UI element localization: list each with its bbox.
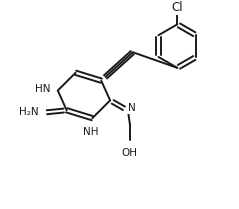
Text: Cl: Cl <box>171 1 183 14</box>
Text: HN: HN <box>35 84 51 94</box>
Text: H₂N: H₂N <box>19 107 39 117</box>
Text: N: N <box>128 103 136 113</box>
Text: OH: OH <box>122 148 138 158</box>
Text: NH: NH <box>83 127 98 137</box>
